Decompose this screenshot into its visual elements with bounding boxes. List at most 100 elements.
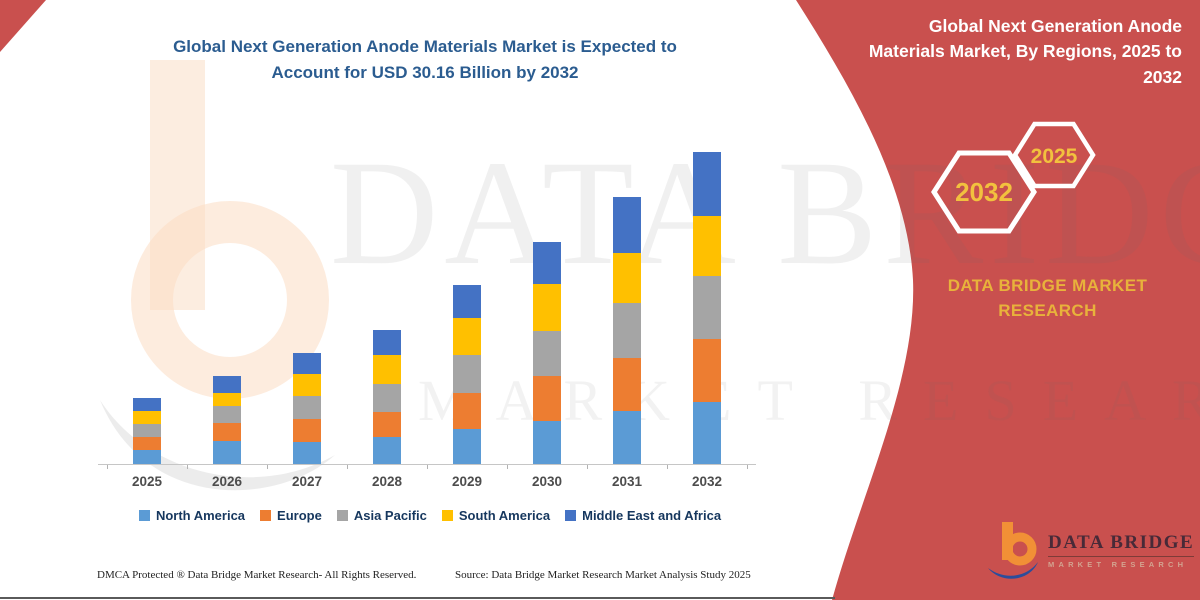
x-axis-tick bbox=[667, 465, 668, 469]
corner-triangle-decoration bbox=[0, 0, 46, 52]
bar-segment-asia-pacific bbox=[293, 396, 321, 420]
bar-segment-asia-pacific bbox=[693, 276, 721, 340]
legend-item-north-america: North America bbox=[138, 508, 246, 523]
legend-label: Middle East and Africa bbox=[582, 508, 722, 523]
x-axis-tick bbox=[107, 465, 108, 469]
bar-segment-middle-east-and-africa bbox=[613, 197, 641, 254]
banner-title-line1: Global Next Generation Anode bbox=[928, 16, 1182, 36]
bar-segment-middle-east-and-africa bbox=[453, 285, 481, 319]
legend-label: Europe bbox=[277, 508, 322, 523]
bar-segment-europe bbox=[133, 437, 161, 451]
bar-segment-asia-pacific bbox=[453, 355, 481, 394]
stacked-bar-plot: 2025 2026 2027 2028 2029 2030 2031 2032 bbox=[107, 152, 748, 489]
x-axis-label: 2030 bbox=[531, 474, 563, 489]
dmca-notice: DMCA Protected ® Data Bridge Market Rese… bbox=[97, 569, 417, 581]
legend-swatch bbox=[260, 510, 272, 521]
bar-segment-north-america bbox=[533, 420, 561, 464]
x-axis-line bbox=[98, 464, 756, 465]
hexagon-2025 bbox=[1012, 121, 1096, 189]
chart-title: Global Next Generation Anode Materials M… bbox=[85, 34, 765, 85]
x-axis-tick bbox=[427, 465, 428, 469]
bar-segment-europe bbox=[693, 339, 721, 403]
legend-label: South America bbox=[458, 508, 551, 523]
bar-segment-south-america bbox=[453, 318, 481, 356]
watermark-swoosh bbox=[100, 400, 335, 491]
x-axis-label: 2025 bbox=[131, 474, 163, 489]
bar-segment-north-america bbox=[373, 437, 401, 464]
x-axis-label: 2029 bbox=[451, 474, 483, 489]
banner-title-line3: 2032 bbox=[1143, 66, 1182, 87]
bar-segment-europe bbox=[373, 411, 401, 437]
logo-b-bowl bbox=[1003, 532, 1037, 566]
chart-title-line1: Global Next Generation Anode Materials M… bbox=[173, 37, 677, 56]
bar-segment-europe bbox=[533, 376, 561, 421]
x-axis-tick bbox=[587, 465, 588, 469]
bottom-border-line bbox=[0, 597, 835, 599]
bar-segment-europe bbox=[613, 358, 641, 412]
legend-swatch bbox=[138, 510, 150, 521]
bar-segment-asia-pacific bbox=[613, 303, 641, 359]
legend-item-south-america: South America bbox=[441, 508, 551, 523]
banner-brand-name: DATA BRIDGE MARKET RESEARCH bbox=[905, 274, 1190, 323]
chart-legend: North America Europe Asia Pacific South Ame… bbox=[60, 508, 800, 523]
hexagon-2032-label: 2032 bbox=[955, 177, 1013, 207]
hexagon-2032 bbox=[931, 150, 1037, 234]
legend-label: Asia Pacific bbox=[353, 508, 427, 523]
bar-segment-asia-pacific bbox=[213, 406, 241, 424]
banner-brand-line1: DATA BRIDGE MARKET bbox=[947, 276, 1148, 295]
bar-segment-north-america bbox=[453, 429, 481, 464]
bar-segment-europe bbox=[293, 419, 321, 442]
bar-segment-middle-east-and-africa bbox=[373, 329, 401, 355]
legend-item-middle-east-and-africa: Middle East and Africa bbox=[565, 508, 721, 523]
chart-title-line2: Account for USD 30.16 Billion by 2032 bbox=[271, 62, 579, 82]
data-bridge-logo: DATA BRIDGE MARKET RESEARCH bbox=[982, 518, 1195, 582]
bar-segment-north-america bbox=[613, 411, 641, 464]
logo-b-icon bbox=[988, 522, 1038, 579]
legend-label: North America bbox=[155, 508, 246, 523]
legend-swatch bbox=[336, 510, 348, 521]
bar-segment-south-america bbox=[373, 355, 401, 384]
bar-segment-middle-east-and-africa bbox=[533, 242, 561, 285]
x-axis-tick bbox=[747, 465, 748, 469]
x-axis-label: 2028 bbox=[371, 474, 403, 489]
hexagon-2025-label: 2025 bbox=[1031, 145, 1078, 168]
bar-segment-south-america bbox=[693, 216, 721, 277]
legend-swatch bbox=[565, 510, 577, 521]
logo-name: DATA BRIDGE bbox=[1048, 532, 1195, 557]
bar-segment-asia-pacific bbox=[373, 383, 401, 412]
x-axis-tick bbox=[347, 465, 348, 469]
x-axis-label: 2031 bbox=[611, 474, 643, 489]
forecast-hexagons: 2032 2025 bbox=[931, 121, 1096, 234]
legend-item-asia-pacific: Asia Pacific bbox=[336, 508, 427, 523]
bar-segment-north-america bbox=[693, 402, 721, 464]
bar-segment-europe bbox=[453, 393, 481, 430]
bar-segment-middle-east-and-africa bbox=[213, 376, 241, 394]
logo-tagline: MARKET RESEARCH bbox=[1048, 559, 1188, 569]
logo-text-block: DATA BRIDGE MARKET RESEARCH bbox=[1048, 532, 1195, 569]
bar-segment-north-america bbox=[133, 450, 161, 464]
x-axis-label: 2027 bbox=[291, 474, 323, 489]
bar-segment-middle-east-and-africa bbox=[133, 397, 161, 411]
bar-segment-south-america bbox=[613, 253, 641, 304]
x-axis-tick bbox=[267, 465, 268, 469]
bar-segment-asia-pacific bbox=[533, 331, 561, 376]
bar-segment-asia-pacific bbox=[133, 423, 161, 437]
bar-segment-south-america bbox=[133, 410, 161, 424]
bar-segment-europe bbox=[213, 423, 241, 442]
banner-red-panel bbox=[796, 0, 1200, 600]
x-axis-tick bbox=[187, 465, 188, 469]
banner-title-line2: Materials Market, By Regions, 2025 to bbox=[868, 41, 1182, 62]
bar-segment-north-america bbox=[293, 441, 321, 464]
legend-swatch bbox=[441, 510, 453, 521]
banner-brand-line2: RESEARCH bbox=[998, 300, 1097, 320]
bar-segment-middle-east-and-africa bbox=[693, 152, 721, 217]
x-axis-tick bbox=[507, 465, 508, 469]
bar-segment-north-america bbox=[213, 441, 241, 464]
legend-item-europe: Europe bbox=[260, 508, 322, 523]
x-axis-label: 2026 bbox=[211, 474, 243, 489]
bar-segment-south-america bbox=[213, 393, 241, 407]
source-note: Source: Data Bridge Market Research Mark… bbox=[455, 569, 751, 581]
banner-title: Global Next Generation Anode Materials M… bbox=[837, 14, 1182, 90]
